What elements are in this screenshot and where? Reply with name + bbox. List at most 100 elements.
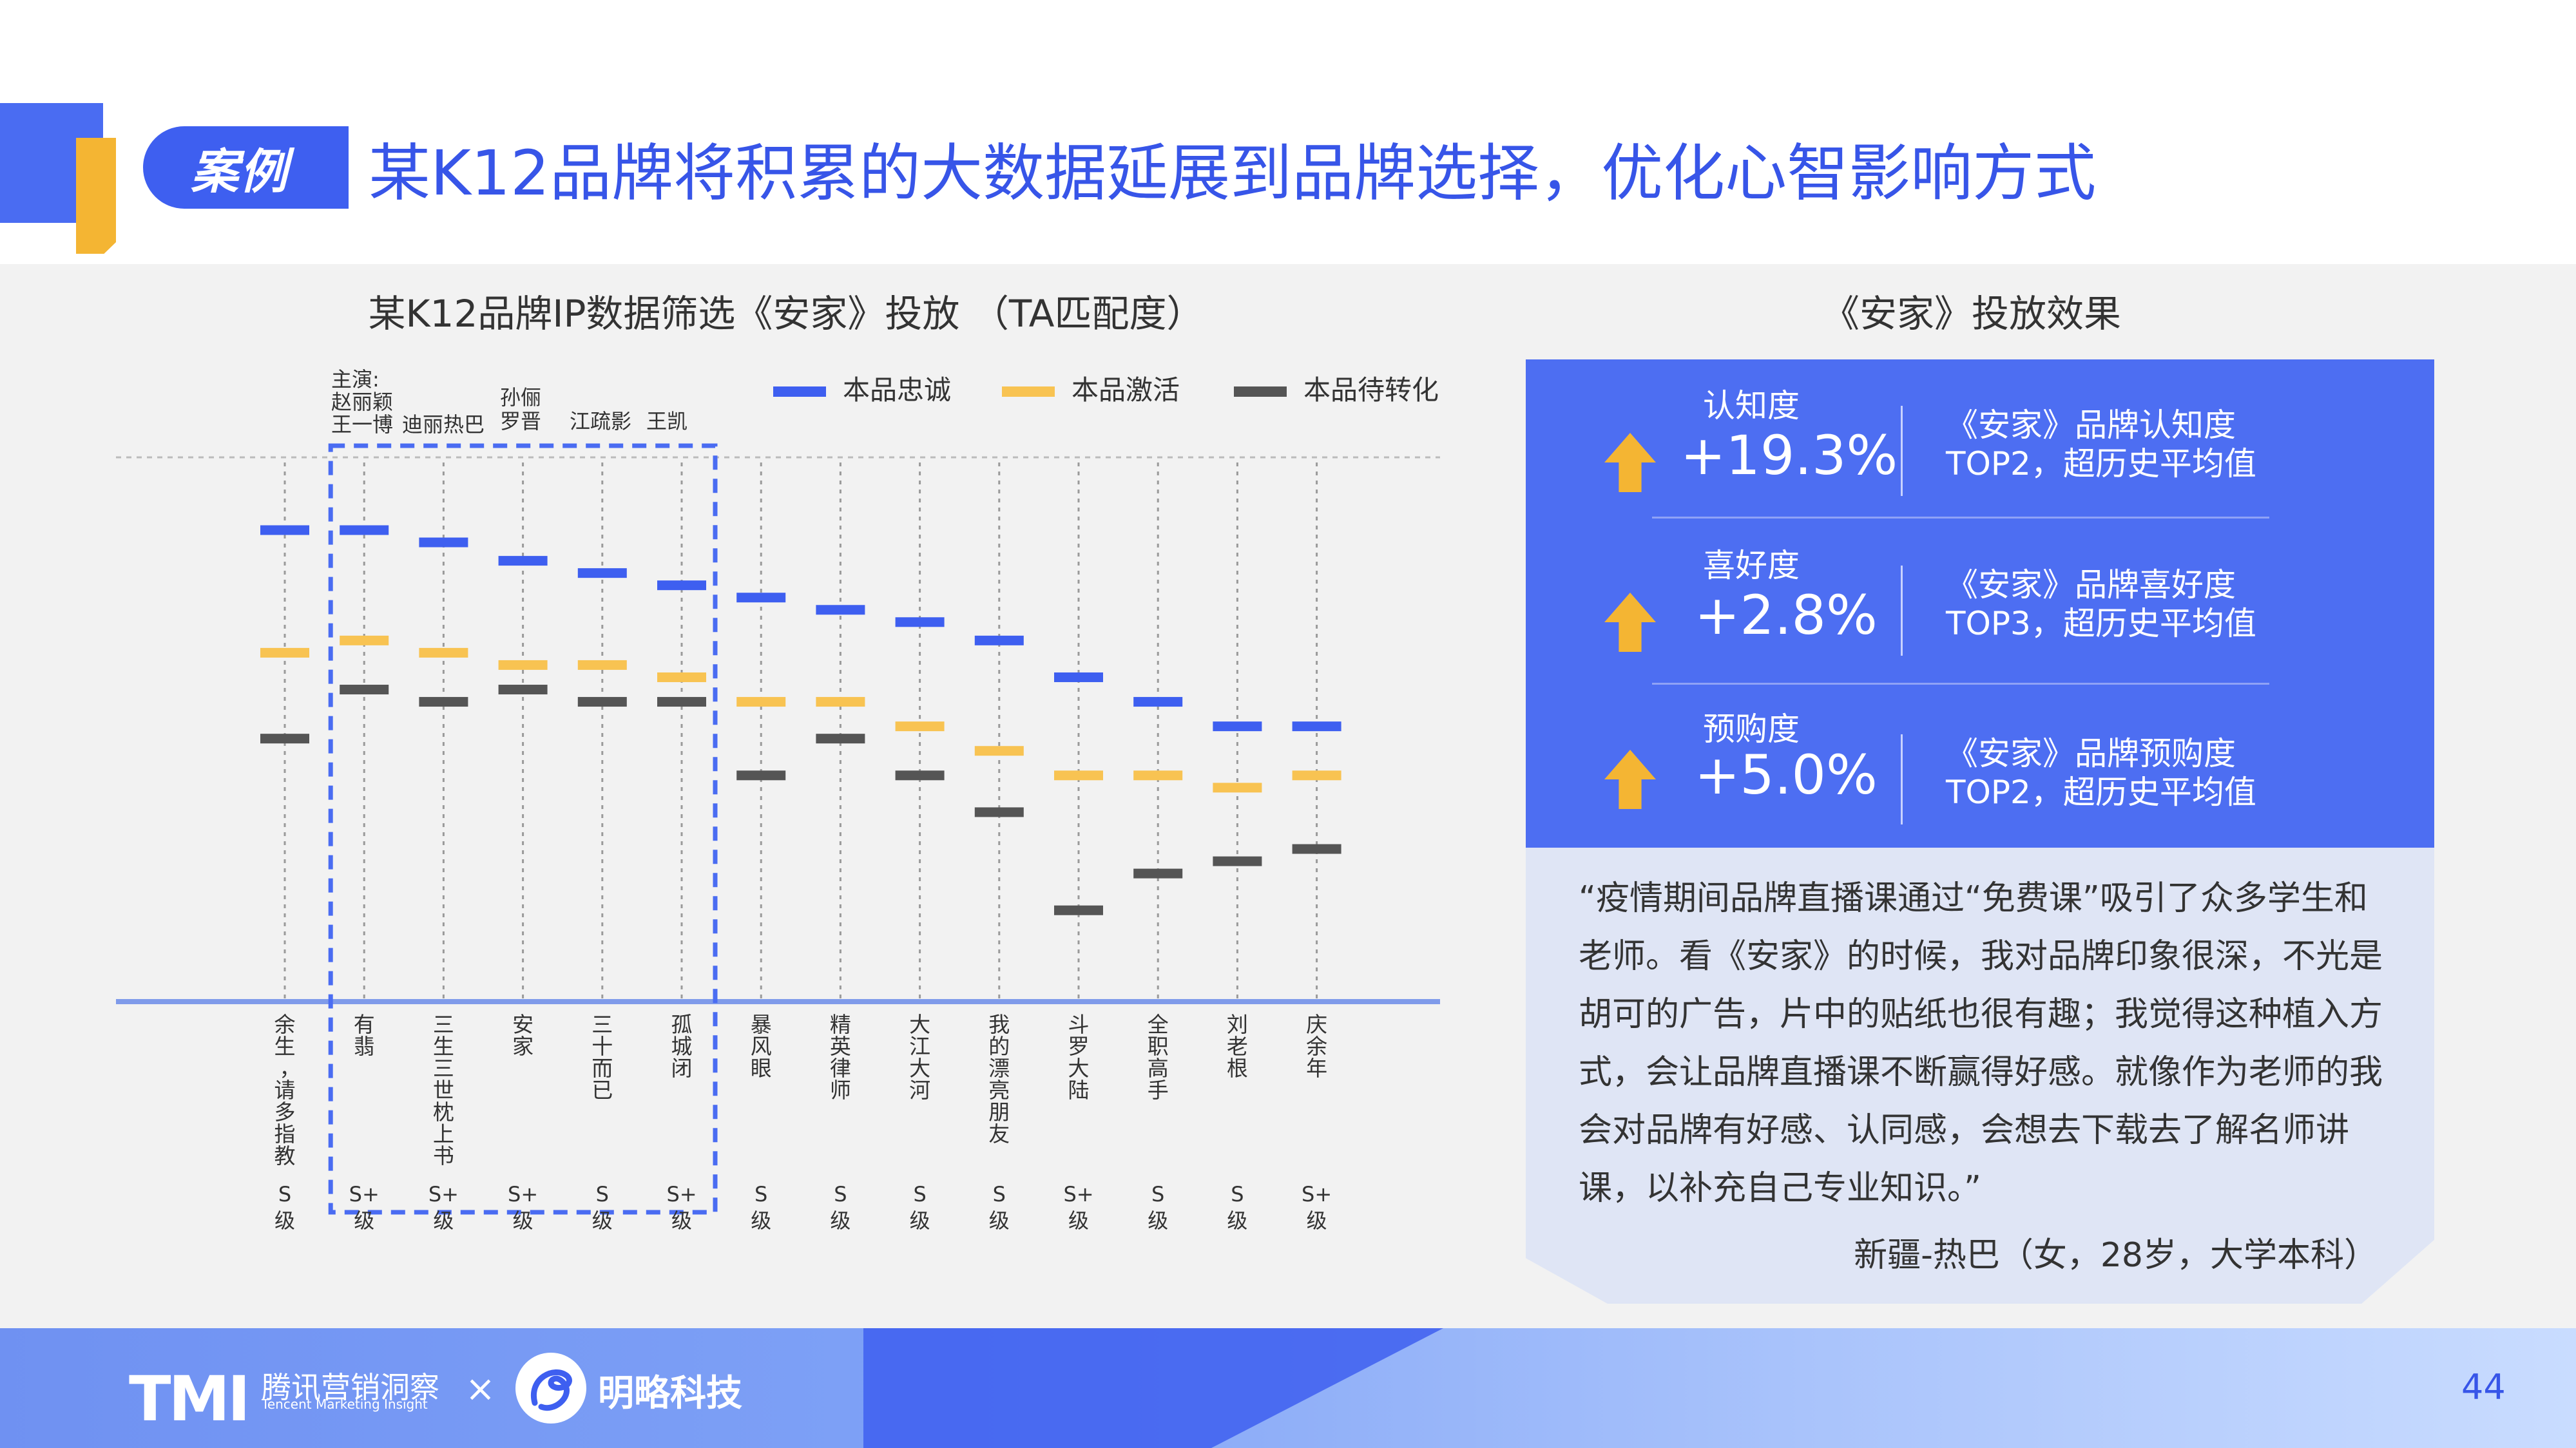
data-mark	[340, 525, 389, 535]
category-label-char: 的	[988, 1034, 1010, 1059]
data-mark	[260, 525, 309, 535]
category-label-char: 上	[433, 1121, 454, 1147]
data-mark	[577, 697, 627, 707]
data-mark	[736, 770, 786, 781]
metric-value: +19.3%	[1680, 424, 1898, 487]
data-mark	[974, 746, 1024, 756]
category-label-char: 教	[274, 1143, 296, 1168]
partner-brand-name: 明略科技	[598, 1373, 742, 1415]
partner-logo-icon	[515, 1353, 586, 1424]
metric-label: 预购度	[1703, 710, 1800, 748]
category-label-char: 大	[1068, 1056, 1090, 1081]
grade-label: 级	[1227, 1208, 1247, 1233]
category-label-char: 有	[354, 1012, 375, 1037]
category-label-char: 我	[988, 1012, 1010, 1037]
grade-label: 级	[989, 1208, 1010, 1233]
divider	[1901, 406, 1903, 496]
data-mark	[1133, 868, 1183, 879]
legend-swatch	[1002, 386, 1055, 397]
category-label-char: ，	[280, 1056, 301, 1081]
grade-label: 级	[592, 1208, 613, 1233]
cast-name: 迪丽热巴	[402, 412, 485, 437]
category-label-char: 根	[1227, 1056, 1248, 1081]
category-label-char: 英	[830, 1034, 851, 1059]
grade-label: S	[278, 1182, 291, 1206]
category-label-char: 三	[591, 1012, 613, 1037]
category-label-char: 罗	[1068, 1034, 1090, 1059]
data-mark	[1292, 770, 1341, 781]
grade-label: 级	[1068, 1208, 1089, 1233]
data-mark	[895, 770, 945, 781]
grade-label: S	[993, 1182, 1006, 1206]
grade-label: 级	[354, 1208, 374, 1233]
cast-name: 王一博	[331, 412, 393, 437]
category-label-char: 安	[512, 1012, 533, 1037]
grade-label: 级	[1307, 1208, 1327, 1233]
quote-text: “疫情期间品牌直播课通过“免费课”吸引了众多学生和老师。看《安家》的时候，我对品…	[1579, 879, 2383, 1208]
data-mark	[498, 556, 548, 566]
divider	[1901, 734, 1903, 824]
category-label-char: 律	[830, 1056, 851, 1081]
header-decor-accent	[76, 138, 116, 254]
data-mark	[1292, 844, 1341, 854]
category-label-char: 而	[591, 1056, 613, 1081]
category-label-char: 亮	[988, 1078, 1010, 1103]
data-mark	[736, 697, 786, 707]
data-mark	[657, 697, 706, 707]
metric-desc: 《安家》品牌预购度	[1946, 735, 2236, 772]
cast-name: 孙俪	[500, 385, 541, 410]
grade-label: 级	[671, 1208, 692, 1233]
grade-label: S	[1151, 1182, 1164, 1206]
data-mark	[1133, 697, 1183, 707]
cast-name: 罗晋	[500, 409, 541, 433]
metric-value: +2.8%	[1695, 584, 1878, 647]
grade-label: S+	[428, 1182, 459, 1206]
data-mark	[1054, 672, 1103, 682]
cast-label: 主演:	[331, 367, 380, 392]
data-mark	[260, 734, 309, 744]
data-mark	[1133, 770, 1183, 781]
category-label-char: 精	[830, 1012, 851, 1037]
category-label-char: 世	[433, 1078, 454, 1103]
grade-label: S+	[666, 1182, 697, 1206]
metric-desc: TOP3，超历史平均值	[1946, 605, 2256, 642]
case-tag: 案例	[191, 144, 289, 200]
legend-label: 本品忠诚	[843, 374, 951, 406]
category-label-char: 手	[1148, 1078, 1169, 1103]
data-mark	[1213, 783, 1262, 793]
legend-swatch	[1234, 386, 1287, 397]
divider	[1652, 517, 2269, 519]
category-label-char: 大	[909, 1056, 930, 1081]
effect-title: 《安家》投放效果	[1821, 292, 2121, 336]
page-title: 某K12品牌将积累的大数据延展到品牌选择，优化心智影响方式	[369, 137, 2097, 209]
data-mark	[895, 721, 945, 732]
grade-label: 级	[433, 1208, 454, 1233]
category-label-char: 余	[1306, 1034, 1327, 1059]
times-sign: ×	[465, 1368, 495, 1410]
data-mark	[340, 635, 389, 645]
category-label-char: 枕	[433, 1100, 454, 1125]
up-arrow-icon	[1604, 433, 1656, 492]
category-label-char: 已	[591, 1078, 613, 1103]
cast-name: 江疏影	[570, 409, 631, 433]
category-label-char: 江	[909, 1034, 930, 1059]
grade-label: S	[596, 1182, 609, 1206]
data-mark	[974, 635, 1024, 645]
category-label-char: 闭	[671, 1056, 693, 1081]
category-label-char: 友	[988, 1121, 1010, 1147]
data-mark	[419, 647, 468, 658]
grade-label: S	[913, 1182, 926, 1206]
category-label-char: 眼	[751, 1056, 772, 1081]
category-label-char: 高	[1148, 1056, 1169, 1081]
legend-swatch	[773, 386, 826, 397]
tmi-logo: TMI	[129, 1363, 251, 1435]
category-label-char: 职	[1148, 1034, 1169, 1059]
data-mark	[1292, 721, 1341, 732]
data-mark	[816, 734, 865, 744]
data-mark	[340, 685, 389, 695]
legend-label: 本品待转化	[1303, 374, 1439, 406]
data-mark	[1213, 856, 1262, 866]
category-label-char: 生	[433, 1034, 454, 1059]
metric-desc: TOP2，超历史平均值	[1946, 774, 2256, 811]
